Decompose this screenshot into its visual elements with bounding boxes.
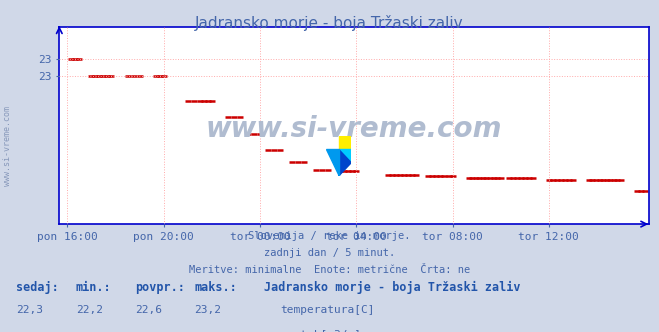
Text: -nan: -nan: [194, 330, 221, 332]
Text: Meritve: minimalne  Enote: metrične  Črta: ne: Meritve: minimalne Enote: metrične Črta:…: [189, 265, 470, 275]
Text: maks.:: maks.:: [194, 281, 237, 293]
Text: -nan: -nan: [76, 330, 103, 332]
Text: povpr.:: povpr.:: [135, 281, 185, 293]
Text: sedaj:: sedaj:: [16, 281, 59, 293]
Text: -nan: -nan: [16, 330, 43, 332]
Polygon shape: [339, 149, 351, 176]
Text: -nan: -nan: [135, 330, 162, 332]
Text: Slovenija / reke in morje.: Slovenija / reke in morje.: [248, 231, 411, 241]
Text: 22,2: 22,2: [76, 305, 103, 315]
Polygon shape: [326, 149, 339, 176]
Text: temperatura[C]: temperatura[C]: [280, 305, 374, 315]
Text: www.si-vreme.com: www.si-vreme.com: [3, 106, 13, 186]
Text: 22,3: 22,3: [16, 305, 43, 315]
Polygon shape: [339, 136, 351, 149]
Text: zadnji dan / 5 minut.: zadnji dan / 5 minut.: [264, 248, 395, 258]
Polygon shape: [339, 149, 351, 163]
Text: Jadransko morje - boja Tržaski zaliv: Jadransko morje - boja Tržaski zaliv: [264, 281, 520, 293]
Text: 22,6: 22,6: [135, 305, 162, 315]
Text: 23,2: 23,2: [194, 305, 221, 315]
Text: www.si-vreme.com: www.si-vreme.com: [206, 115, 502, 143]
Text: Jadransko morje - boja Tržaski zaliv: Jadransko morje - boja Tržaski zaliv: [195, 15, 464, 31]
Text: pretok[m3/s]: pretok[m3/s]: [280, 330, 361, 332]
Text: min.:: min.:: [76, 281, 111, 293]
